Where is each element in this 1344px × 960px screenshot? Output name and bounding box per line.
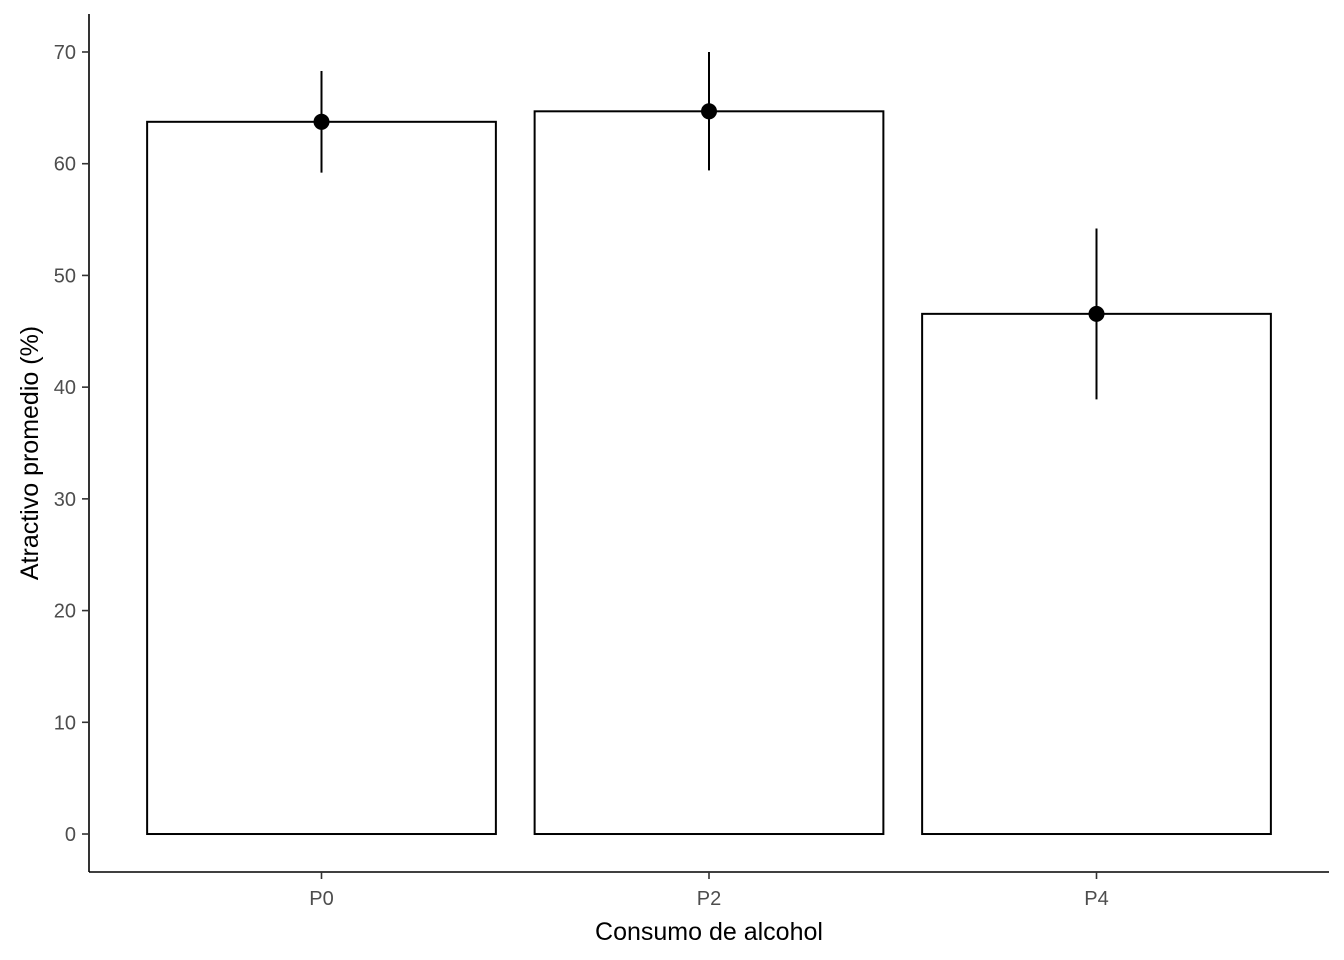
bar-p2 — [533, 110, 885, 836]
y-tick-label: 0 — [65, 824, 76, 846]
x-tick-label: P4 — [1084, 888, 1108, 910]
bar-p0 — [146, 120, 497, 836]
y-tick-label: 60 — [54, 154, 76, 176]
error-bars-layer — [313, 51, 1105, 400]
y-tick-label: 40 — [54, 377, 76, 399]
y-axis-title: Atractivo promedio (%) — [16, 326, 44, 580]
x-axis-title: Consumo de alcohol — [595, 918, 823, 946]
y-tick-label: 50 — [54, 265, 76, 287]
y-tick-label: 70 — [54, 42, 76, 64]
bar-p4 — [921, 312, 1272, 836]
mean-point-p4 — [1088, 305, 1105, 322]
x-tick-label: P0 — [309, 888, 333, 910]
x-tick-label: P2 — [697, 888, 721, 910]
mean-point-p0 — [313, 113, 330, 130]
y-tick-label: 20 — [54, 601, 76, 623]
y-tick-label: 10 — [54, 712, 76, 734]
y-axis-ticks: 0 10 20 30 40 50 60 70 — [54, 42, 89, 846]
y-tick-label: 30 — [54, 489, 76, 511]
bars-layer — [146, 110, 1272, 836]
x-axis-ticks: P0 P2 P4 — [309, 872, 1109, 910]
mean-point-p2 — [701, 103, 717, 120]
